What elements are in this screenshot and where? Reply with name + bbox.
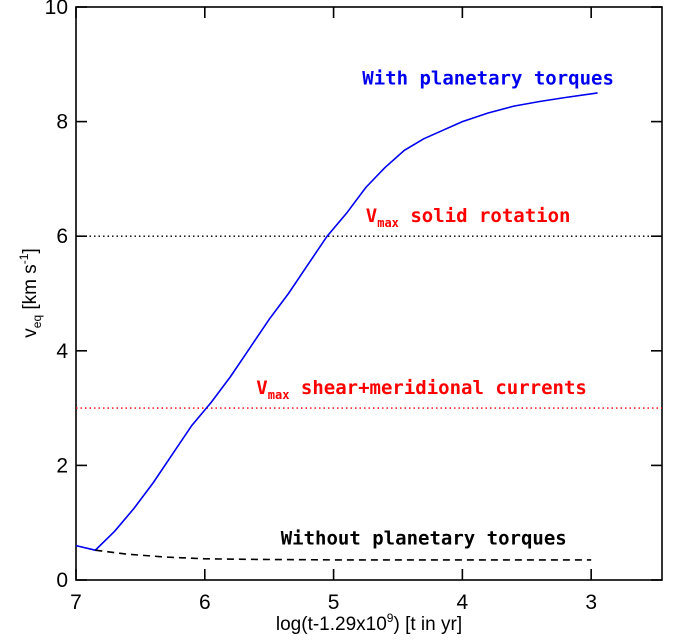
x-tick-label: 4 [457, 591, 469, 614]
annotation-without-torques: Without planetary torques [281, 527, 567, 549]
annotation-vmax-shear-rest: shear+meridional currents [289, 377, 586, 399]
annotation-with-torques: With planetary torques [362, 67, 614, 89]
x-axis-label-tail: ) [t in yr] [393, 614, 462, 635]
x-tick-label: 7 [70, 591, 82, 614]
annotation-vmax-solid-rest: solid rotation [399, 205, 571, 227]
y-axis-label-unit: [km s [20, 264, 41, 315]
tick-labels: 7 6 5 4 3 0 2 4 6 8 10 [45, 0, 597, 614]
x-axis-label-sup: 9 [387, 611, 394, 625]
y-axis-label-sub: eq [30, 315, 44, 328]
y-axis-label-sup: -1 [17, 253, 31, 264]
annotation-vmax-solid-sub: max [377, 216, 399, 230]
series-line-solid [75, 92, 598, 552]
annotation-vmax-shear: Vmax shear+meridional currents [256, 377, 587, 402]
reference-lines [76, 235, 662, 409]
y-tick-label: 10 [45, 0, 68, 19]
annotation-vmax-solid-main: V [366, 205, 377, 227]
series-lines [75, 92, 598, 561]
y-axis-label: veq [km s-1] [17, 248, 44, 337]
x-axis-label: log(t-1.29x109) [t in yr] [276, 611, 462, 635]
y-tick-label: 4 [56, 340, 68, 363]
y-axis-label-main: v [20, 328, 41, 338]
y-tick-label: 0 [56, 569, 68, 592]
y-tick-label: 6 [56, 225, 68, 248]
plot-frame [75, 6, 663, 581]
annotation-vmax-shear-main: V [256, 377, 267, 399]
x-tick-label: 6 [199, 591, 211, 614]
annotation-vmax-solid: Vmax solid rotation [366, 205, 571, 230]
y-tick-label: 8 [56, 111, 68, 134]
y-tick-label: 2 [56, 454, 68, 477]
tick-marks [75, 6, 662, 581]
x-tick-label: 5 [328, 591, 340, 614]
y-axis-label-tail: ] [20, 248, 41, 253]
x-tick-label: 3 [585, 591, 597, 614]
x-axis-label-main: log(t-1.29x10 [276, 614, 387, 635]
annotation-vmax-shear-sub: max [268, 388, 290, 402]
series-line-dashed [95, 549, 592, 561]
